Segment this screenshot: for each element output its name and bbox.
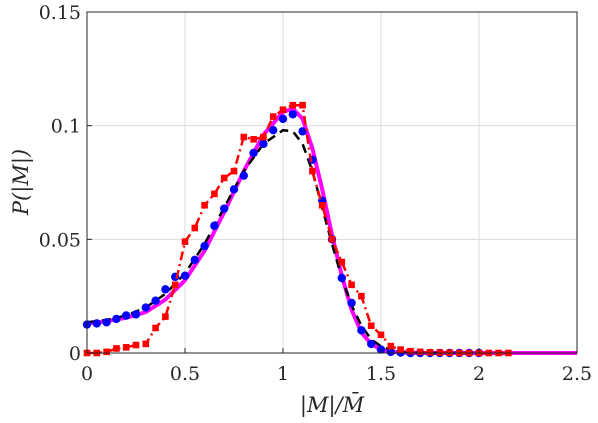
data-point — [250, 136, 257, 143]
data-point — [397, 346, 404, 353]
series-layer — [82, 101, 577, 358]
data-point — [259, 139, 268, 149]
data-point — [152, 324, 159, 332]
data-point — [162, 313, 169, 320]
data-point — [309, 167, 316, 175]
x-tick-label: 0 — [81, 363, 93, 385]
data-point — [278, 114, 288, 124]
data-point — [289, 101, 297, 109]
data-point — [171, 281, 179, 289]
data-point — [357, 326, 366, 335]
data-point — [426, 349, 434, 356]
data-point — [113, 345, 120, 352]
data-point — [328, 236, 336, 243]
data-point — [191, 224, 199, 232]
data-point — [230, 167, 238, 175]
data-point — [220, 204, 229, 213]
data-point — [112, 314, 121, 324]
data-point — [141, 303, 150, 312]
data-point — [358, 292, 365, 300]
y-tick-label: 0 — [69, 343, 81, 365]
data-point — [269, 126, 278, 135]
data-point — [201, 201, 208, 209]
x-tick-label: 2.5 — [562, 363, 592, 385]
data-point — [151, 296, 160, 305]
data-point — [407, 347, 414, 355]
data-point — [239, 171, 248, 180]
data-point — [122, 311, 131, 320]
data-point — [337, 273, 346, 283]
data-point — [387, 342, 395, 350]
data-point — [220, 174, 228, 182]
data-point — [92, 319, 102, 328]
data-point — [260, 133, 267, 141]
data-point — [367, 322, 375, 330]
data-point — [229, 185, 239, 194]
y-tick-label: 0.15 — [39, 2, 81, 24]
data-point — [181, 238, 189, 245]
data-point — [102, 318, 111, 327]
series-0 — [86, 106, 577, 355]
x-tick-label: 1 — [277, 363, 289, 385]
data-point — [131, 310, 141, 319]
data-point — [249, 148, 258, 158]
data-point — [299, 101, 306, 109]
data-point — [180, 271, 190, 280]
data-point — [386, 347, 395, 357]
data-point — [416, 348, 424, 356]
data-point — [161, 285, 170, 294]
y-axis-label: P(|M|) — [9, 149, 34, 216]
x-tick-label: 0.5 — [170, 363, 200, 385]
data-point — [279, 106, 287, 114]
data-point — [211, 190, 218, 198]
data-point — [103, 348, 110, 356]
data-point — [269, 113, 277, 120]
x-axis-label: |M|/M̄ — [300, 392, 365, 418]
data-point — [347, 298, 356, 308]
data-point — [210, 221, 219, 230]
series-line — [86, 106, 577, 355]
data-point — [338, 258, 346, 266]
data-point — [367, 339, 376, 349]
data-point — [142, 340, 150, 348]
data-point — [298, 127, 307, 136]
x-tick-label: 2 — [473, 363, 485, 385]
y-tick-label: 0.05 — [39, 229, 81, 251]
data-point — [122, 344, 130, 351]
data-point — [377, 331, 385, 339]
data-point — [288, 110, 297, 119]
data-point — [200, 241, 209, 251]
data-point — [348, 281, 355, 289]
data-point — [132, 341, 140, 349]
x-tick-label: 1.5 — [366, 363, 396, 385]
series-line — [87, 103, 509, 355]
tick-layer: 0 0.5 1 1.5 2 2.5 0 0.05 0.1 0.15 — [39, 2, 592, 385]
data-point — [240, 133, 248, 141]
y-tick-label: 0.1 — [51, 116, 81, 138]
plot-frame — [86, 11, 578, 354]
series-3 — [83, 101, 512, 357]
data-point — [318, 201, 326, 209]
data-point — [190, 255, 199, 264]
